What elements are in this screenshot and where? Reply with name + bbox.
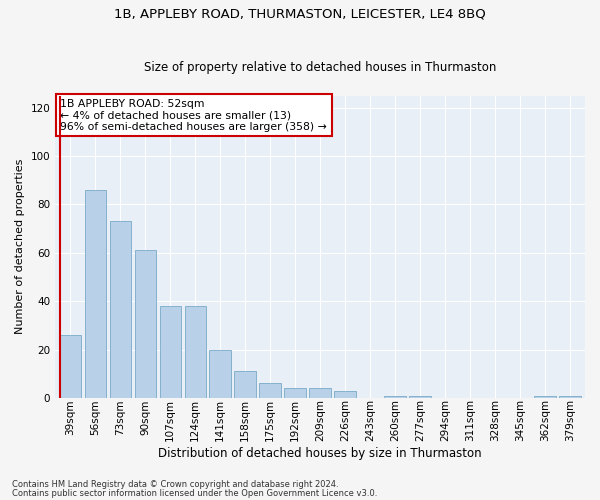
Bar [284,388,306,398]
Y-axis label: Number of detached properties: Number of detached properties [15,159,25,334]
Bar [535,396,556,398]
Bar [559,396,581,398]
Text: 1B APPLEBY ROAD: 52sqm
← 4% of detached houses are smaller (13)
96% of semi-deta: 1B APPLEBY ROAD: 52sqm ← 4% of detached … [61,98,327,132]
X-axis label: Distribution of detached houses by size in Thurmaston: Distribution of detached houses by size … [158,447,482,460]
Text: 1B, APPLEBY ROAD, THURMASTON, LEICESTER, LE4 8BQ: 1B, APPLEBY ROAD, THURMASTON, LEICESTER,… [114,8,486,20]
Bar [209,350,231,398]
Bar [235,372,256,398]
Bar [160,306,181,398]
Title: Size of property relative to detached houses in Thurmaston: Size of property relative to detached ho… [144,60,496,74]
Bar [185,306,206,398]
Bar [59,335,81,398]
Bar [259,384,281,398]
Bar [85,190,106,398]
Bar [110,222,131,398]
Bar [409,396,431,398]
Bar [385,396,406,398]
Bar [134,250,156,398]
Bar [310,388,331,398]
Text: Contains public sector information licensed under the Open Government Licence v3: Contains public sector information licen… [12,488,377,498]
Text: Contains HM Land Registry data © Crown copyright and database right 2024.: Contains HM Land Registry data © Crown c… [12,480,338,489]
Bar [334,390,356,398]
